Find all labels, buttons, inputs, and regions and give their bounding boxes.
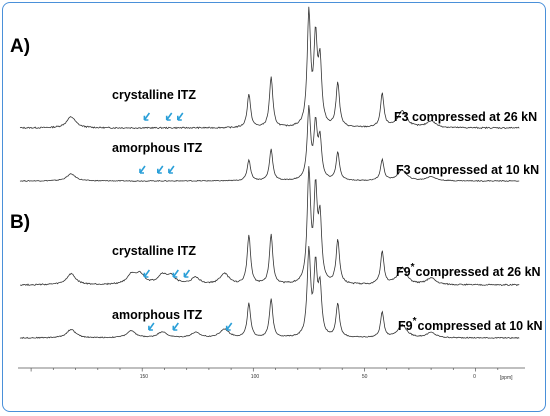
x-tick-label-2: 100: [251, 374, 260, 380]
arrow-marker-3-2: [172, 269, 179, 278]
x-tick-label-4: 0: [473, 374, 476, 380]
figure-frame: [2, 2, 546, 412]
trace-annotation-b2-sup: *: [413, 316, 417, 327]
arrow-marker-4-1: [148, 322, 155, 331]
feature-label-b1: crystalline ITZ: [112, 244, 196, 258]
trace-annotation-b1: F9*compressed at 26 kN: [396, 262, 541, 279]
arrow-marker-1-1: [143, 112, 151, 121]
arrow-marker-4-2: [172, 322, 179, 331]
arrow-marker-3-3: [183, 269, 191, 278]
arrow-marker-2-2: [157, 165, 164, 174]
spectrum-trace-1: [19, 6, 520, 130]
arrow-marker-2-3: [168, 165, 175, 174]
trace-annotation-b2-main: F9: [398, 319, 413, 333]
panel-label-a: A): [10, 36, 30, 57]
arrows-layer: [139, 112, 233, 331]
spectrum-trace-2: [19, 105, 520, 182]
x-tick-label-3: 50: [362, 374, 368, 380]
feature-label-a2: amorphous ITZ: [112, 141, 203, 155]
trace-annotation-a2: F3 compressed at 10 kN: [396, 163, 539, 177]
trace-annotation-b2: F9*compressed at 10 kN: [398, 316, 543, 333]
arrow-marker-1-3: [177, 112, 184, 121]
arrow-marker-1-2: [165, 112, 173, 121]
arrow-marker-4-3: [225, 322, 233, 331]
panel-label-b: B): [10, 212, 30, 233]
x-tick-label-1: 150: [140, 374, 149, 380]
feature-label-b2: amorphous ITZ: [112, 308, 203, 322]
trace-annotation-b1-rest: compressed at 26 kN: [416, 265, 541, 279]
arrow-marker-2-1: [139, 165, 146, 174]
spectrum-trace-4: [19, 245, 520, 339]
x-axis-unit-label: [ppm]: [500, 375, 513, 381]
trace-annotation-b1-sup: *: [411, 262, 415, 273]
arrow-marker-3-1: [143, 269, 151, 278]
trace-annotation-a1: F3 compressed at 26 kN: [394, 110, 537, 124]
trace-annotation-b2-rest: compressed at 10 kN: [418, 319, 543, 333]
feature-label-a1: crystalline ITZ: [112, 88, 196, 102]
trace-annotation-b1-main: F9: [396, 265, 411, 279]
spectrum-trace-3: [20, 166, 520, 287]
x-axis-ticks: 150 100 50 0: [30, 368, 499, 380]
spectra-layer: [19, 6, 520, 339]
